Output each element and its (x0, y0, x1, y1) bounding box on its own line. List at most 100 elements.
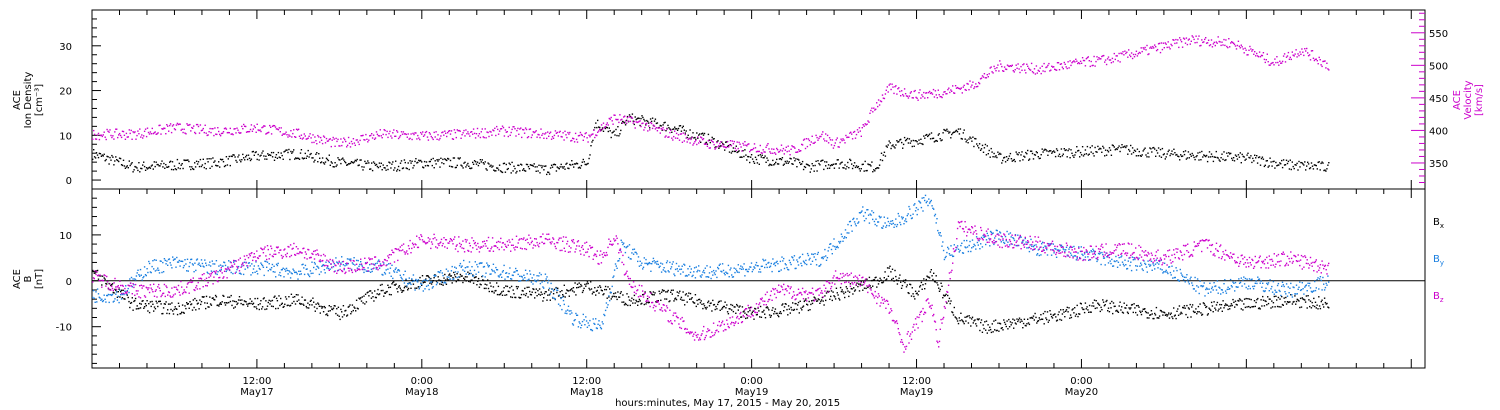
bx-point (559, 291, 561, 293)
bx-point (95, 270, 97, 272)
density-point (606, 127, 608, 129)
bx-point (355, 299, 358, 301)
density-point (983, 147, 986, 149)
density-point (269, 154, 271, 156)
by-point (760, 265, 763, 268)
velocity-point (270, 133, 273, 135)
bx-point (175, 308, 177, 310)
by-point (444, 282, 447, 284)
by-point (559, 305, 561, 307)
velocity-point (538, 134, 540, 136)
bx-point (266, 308, 268, 310)
bx-point (1177, 308, 1179, 310)
velocity-point (1278, 64, 1280, 66)
density-point (512, 170, 514, 172)
bx-point (183, 312, 185, 314)
velocity-point (1042, 70, 1044, 72)
density-point (338, 158, 340, 161)
by-point (261, 264, 264, 267)
density-point (786, 160, 788, 162)
density-point (169, 161, 171, 163)
density-point (229, 164, 231, 167)
velocity-point (194, 131, 196, 134)
velocity-point (1048, 62, 1050, 65)
velocity-point (1078, 62, 1080, 64)
velocity-point (346, 146, 348, 148)
density-point (1104, 149, 1107, 151)
by-point (391, 264, 393, 266)
density-point (673, 128, 675, 130)
density-point (892, 144, 894, 146)
by-point (341, 261, 344, 263)
top-right-axis-title: Velocity (1463, 80, 1474, 119)
velocity-point (516, 129, 518, 132)
bx-point (326, 313, 328, 315)
density-point (190, 168, 192, 171)
bx-point (1254, 305, 1256, 308)
density-point (580, 164, 583, 167)
bx-point (618, 296, 620, 298)
velocity-point (1146, 44, 1148, 47)
bx-point (1049, 310, 1051, 312)
velocity-point (709, 147, 711, 149)
by-point (537, 279, 539, 281)
velocity-point (930, 92, 933, 94)
bx-point (498, 294, 500, 296)
bx-point (1319, 307, 1322, 310)
density-point (162, 166, 164, 168)
bx-point (162, 307, 165, 309)
bx-point (1096, 307, 1098, 309)
by-point (281, 268, 283, 271)
bx-point (968, 315, 970, 317)
velocity-point (588, 134, 590, 136)
bx-point (707, 301, 709, 304)
bx-point (241, 299, 243, 301)
velocity-point (322, 135, 325, 137)
velocity-point (397, 137, 400, 140)
bx-point (98, 275, 100, 277)
density-point (915, 140, 917, 142)
bx-point (1177, 314, 1180, 316)
by-point (632, 248, 634, 251)
velocity-point (897, 88, 899, 90)
density-point (546, 173, 548, 176)
bx-point (305, 305, 307, 308)
bx-point (153, 306, 156, 308)
density-point (1217, 157, 1219, 159)
density-point (557, 167, 559, 169)
velocity-point (497, 133, 500, 135)
density-point (470, 167, 472, 170)
velocity-point (606, 122, 608, 124)
velocity-point (313, 141, 315, 144)
density-point (101, 154, 103, 156)
by-point (387, 268, 389, 270)
velocity-point (336, 140, 338, 143)
bx-point (697, 303, 699, 305)
velocity-point (1315, 58, 1317, 60)
by-point (459, 262, 462, 265)
velocity-point (967, 83, 969, 85)
bx-point (499, 293, 501, 296)
by-point (385, 269, 387, 271)
bx-point (1158, 315, 1161, 317)
velocity-point (953, 92, 955, 94)
bx-point (1057, 313, 1059, 316)
bx-point (478, 286, 481, 288)
density-point (324, 161, 327, 163)
velocity-point (1034, 73, 1037, 75)
density-point (181, 163, 183, 165)
velocity-point (517, 127, 519, 130)
velocity-point (790, 148, 792, 150)
bx-point (1284, 301, 1286, 303)
density-point (1007, 157, 1010, 160)
density-point (316, 152, 318, 154)
density-point (169, 160, 172, 162)
by-point (487, 264, 489, 266)
bx-point (320, 305, 322, 308)
density-point (1168, 149, 1170, 151)
velocity-point (1120, 52, 1122, 54)
density-point (149, 167, 152, 169)
density-point (827, 164, 830, 166)
velocity-point (750, 149, 753, 151)
